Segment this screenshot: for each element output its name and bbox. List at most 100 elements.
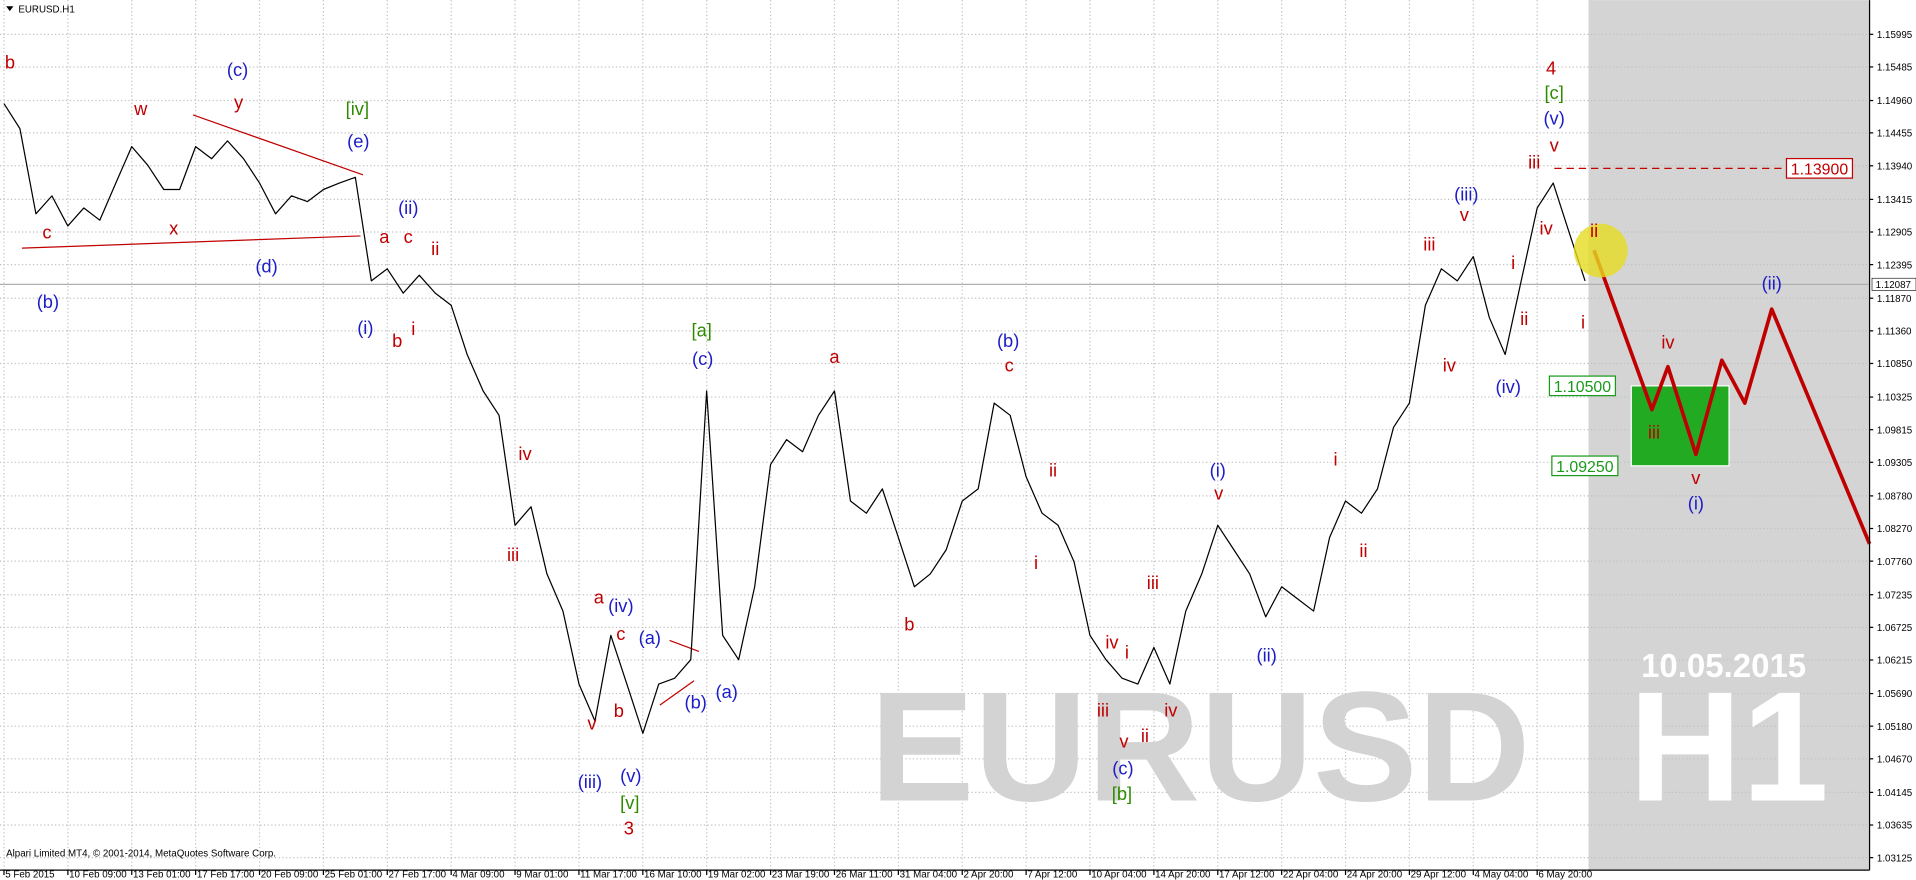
x-tick-label: 10 Feb 09:00 bbox=[69, 869, 127, 880]
y-tick-label: 1.07760 bbox=[1877, 557, 1913, 568]
y-tick-label: 1.05690 bbox=[1877, 689, 1913, 700]
wave-label: (b) bbox=[997, 330, 1019, 351]
wave-label: [a] bbox=[692, 319, 712, 340]
x-tick-label: 23 Mar 19:00 bbox=[772, 869, 830, 880]
x-tick-label: 2 Apr 20:00 bbox=[963, 869, 1014, 880]
wave-label: (i) bbox=[1210, 459, 1226, 480]
y-tick-label: 1.04145 bbox=[1877, 788, 1913, 799]
wave-label: i bbox=[1581, 312, 1585, 333]
x-tick-label: 4 Mar 09:00 bbox=[452, 869, 505, 880]
y-tick-label: 1.14960 bbox=[1877, 96, 1913, 107]
y-tick-label: 1.12905 bbox=[1877, 228, 1913, 239]
level-label: 1.09250 bbox=[1556, 459, 1614, 476]
y-tick-label: 1.15485 bbox=[1877, 63, 1913, 74]
wave-label: v bbox=[1691, 467, 1701, 488]
x-tick-label: 5 Feb 2015 bbox=[5, 869, 55, 880]
wave-label: iv bbox=[1661, 331, 1675, 352]
wave-label: v bbox=[1550, 134, 1560, 155]
level-box bbox=[1551, 455, 1619, 477]
wave-label: (i) bbox=[357, 317, 373, 338]
wave-label: c bbox=[616, 623, 625, 644]
wave-label: 3 bbox=[624, 818, 634, 839]
x-tick-label: 14 Apr 20:00 bbox=[1155, 869, 1211, 880]
watermark-date: 10.05.2015 bbox=[1641, 647, 1806, 684]
wave-label: (iii) bbox=[578, 771, 602, 792]
wave-label: iii bbox=[507, 544, 519, 565]
wave-label: b bbox=[392, 330, 402, 351]
wave-label: iii bbox=[1423, 234, 1435, 255]
x-tick-label: 9 Mar 01:00 bbox=[516, 869, 569, 880]
copyright: Alpari Limited MT4, © 2001-2014, MetaQuo… bbox=[6, 849, 276, 860]
wave-label: i bbox=[1511, 252, 1515, 273]
wave-label: (c) bbox=[1112, 758, 1133, 779]
x-tick-label: 29 Apr 12:00 bbox=[1411, 869, 1467, 880]
y-tick-label: 1.11360 bbox=[1877, 327, 1912, 338]
trend-line bbox=[659, 680, 695, 706]
wave-label: ii bbox=[1590, 220, 1598, 241]
trend-line bbox=[669, 639, 700, 652]
wave-label: (iv) bbox=[608, 595, 633, 616]
trend-lines bbox=[21, 114, 700, 706]
x-tick-label: 6 May 20:00 bbox=[1538, 869, 1592, 880]
x-tick-label: 20 Feb 09:00 bbox=[261, 869, 319, 880]
wave-label: (a) bbox=[715, 681, 737, 702]
trend-line bbox=[21, 235, 361, 249]
wave-label: x bbox=[169, 218, 178, 239]
level-label: 1.10500 bbox=[1554, 379, 1612, 396]
wave-label: ii bbox=[1520, 308, 1528, 329]
wave-label: (b) bbox=[37, 291, 59, 312]
x-tick-label: 7 Apr 12:00 bbox=[1027, 869, 1078, 880]
level-box bbox=[1548, 375, 1617, 397]
wave-label: b bbox=[904, 614, 914, 635]
y-tick-label: 1.07235 bbox=[1877, 590, 1913, 601]
wave-label: iii bbox=[1648, 422, 1660, 443]
x-tick-label: 26 Mar 11:00 bbox=[836, 869, 893, 880]
y-tick-label: 1.12395 bbox=[1877, 260, 1913, 271]
wave-label: [c] bbox=[1544, 82, 1563, 103]
y-tick-label: 1.09305 bbox=[1877, 458, 1913, 469]
wave-label: v bbox=[1460, 204, 1470, 225]
y-tick-label: 1.13415 bbox=[1877, 195, 1913, 206]
y-tick-label: 1.03635 bbox=[1877, 821, 1913, 832]
watermark: EURUSD H1 10.05.2015 bbox=[870, 647, 1829, 834]
wave-label: ii bbox=[431, 238, 439, 259]
y-tick-label: 1.09815 bbox=[1877, 425, 1913, 436]
y-tick-label: 1.08780 bbox=[1877, 492, 1913, 503]
current-price-label: 1.12087 bbox=[1876, 280, 1911, 291]
wave-label: iv bbox=[1105, 632, 1119, 653]
wave-label: iii bbox=[1528, 152, 1540, 173]
wave-label: (i) bbox=[1688, 493, 1704, 514]
wave-label: iv bbox=[1443, 355, 1457, 376]
y-tick-label: 1.05180 bbox=[1877, 722, 1913, 733]
wave-label: iii bbox=[1147, 572, 1159, 593]
wave-label: c bbox=[404, 226, 413, 247]
y-tick-label: 1.11870 bbox=[1877, 294, 1912, 305]
wave-label: iv bbox=[1164, 699, 1178, 720]
wave-label: y bbox=[234, 92, 244, 113]
wave-label: (ii) bbox=[398, 197, 418, 218]
wave-label: v bbox=[1214, 482, 1224, 503]
wave-label: (b) bbox=[685, 692, 707, 713]
y-tick-label: 1.10850 bbox=[1877, 359, 1913, 370]
wave-label: i bbox=[411, 318, 415, 339]
wave-label: (v) bbox=[620, 765, 641, 786]
x-tick-label: 31 Mar 04:00 bbox=[900, 869, 958, 880]
x-tick-label: 25 Feb 01:00 bbox=[325, 869, 383, 880]
wave-label: ii bbox=[1359, 540, 1367, 561]
wave-label: [b] bbox=[1112, 783, 1132, 804]
x-tick-label: 17 Feb 17:00 bbox=[197, 869, 255, 880]
x-tick-label: 13 Feb 01:00 bbox=[133, 869, 191, 880]
y-tick-label: 1.03125 bbox=[1877, 853, 1913, 864]
trend-line bbox=[192, 114, 364, 176]
level-label: 1.13900 bbox=[1791, 161, 1849, 178]
wave-label: a bbox=[594, 587, 605, 608]
x-tick-label: 10 Apr 04:00 bbox=[1091, 869, 1147, 880]
wave-label: iv bbox=[1540, 218, 1554, 239]
forecast-line bbox=[1592, 249, 1872, 545]
wave-label: i bbox=[1334, 449, 1338, 470]
wave-label: a bbox=[829, 346, 840, 367]
current-price-box bbox=[1871, 277, 1916, 291]
